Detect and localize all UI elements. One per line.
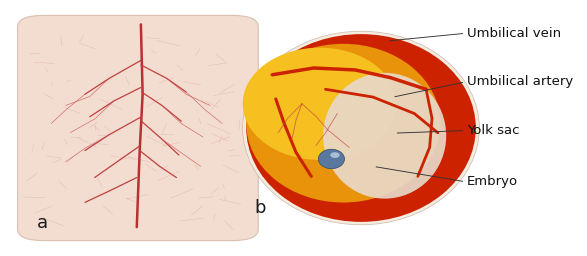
- Text: Yolk sac: Yolk sac: [467, 124, 519, 137]
- Ellipse shape: [246, 34, 476, 222]
- Text: a: a: [37, 214, 48, 232]
- Ellipse shape: [330, 152, 340, 158]
- Text: Umbilical vein: Umbilical vein: [467, 27, 561, 40]
- Text: Umbilical artery: Umbilical artery: [467, 76, 573, 88]
- Text: Embryo: Embryo: [467, 175, 518, 188]
- Ellipse shape: [323, 73, 446, 199]
- Ellipse shape: [318, 149, 345, 169]
- FancyBboxPatch shape: [18, 15, 258, 241]
- Ellipse shape: [242, 48, 396, 160]
- Ellipse shape: [242, 31, 480, 225]
- Text: b: b: [255, 199, 266, 217]
- Ellipse shape: [246, 44, 440, 202]
